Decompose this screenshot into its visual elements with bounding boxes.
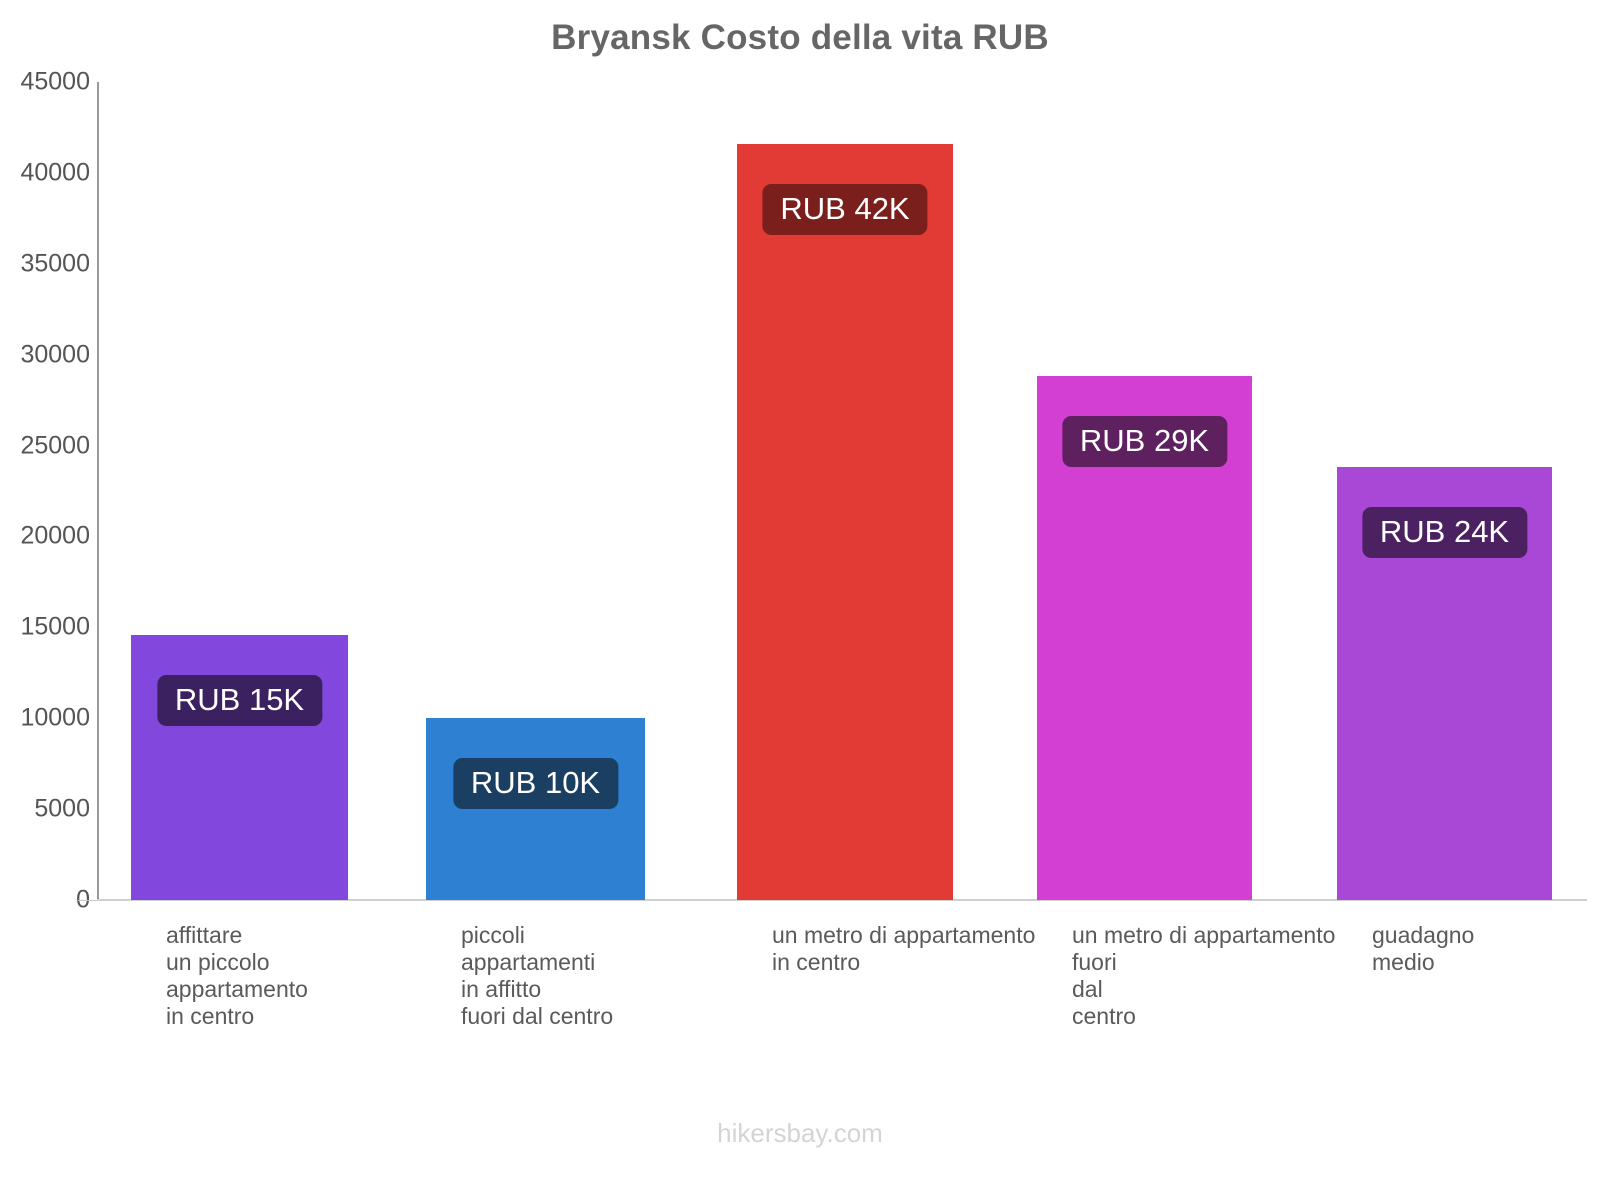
y-axis-tick-label: 35000 (20, 249, 90, 278)
x-axis-line (97, 899, 1587, 901)
bar[interactable]: RUB 24K (1337, 467, 1552, 900)
x-axis-category-label: un metro di appartamento fuori dal centr… (1072, 922, 1336, 1030)
y-axis-tick-label: 0 (76, 885, 90, 914)
y-axis-tick-label: 45000 (20, 67, 90, 96)
bar-value-label: RUB 29K (1061, 416, 1228, 468)
bar[interactable]: RUB 29K (1037, 376, 1252, 900)
x-axis-category-label: affittare un piccolo appartamento in cen… (166, 922, 308, 1030)
y-axis-tick-label: 15000 (20, 612, 90, 641)
y-axis-tick-label: 10000 (20, 703, 90, 732)
footer-watermark: hikersbay.com (717, 1118, 883, 1148)
y-axis-tick-mark (78, 900, 97, 901)
bar[interactable]: RUB 42K (737, 143, 953, 900)
bar-value-label: RUB 24K (1361, 507, 1528, 559)
y-axis-tick-label: 20000 (20, 521, 90, 550)
y-axis-tick-label: 25000 (20, 431, 90, 460)
bar[interactable]: RUB 15K (131, 634, 348, 900)
y-axis-tick-label: 5000 (34, 794, 90, 823)
bar-value-label: RUB 15K (156, 674, 323, 726)
chart-title: Bryansk Costo della vita RUB (551, 18, 1049, 57)
y-axis-tick-label: 30000 (20, 340, 90, 369)
x-axis-category-label: piccoli appartamenti in affitto fuori da… (461, 922, 614, 1030)
bar[interactable]: RUB 10K (426, 718, 645, 900)
bar-value-label: RUB 10K (452, 758, 619, 810)
plot-area: RUB 15K RUB 10K RUB 42K RUB 29K RUB 24K (97, 82, 1565, 900)
bar-value-label: RUB 42K (762, 183, 928, 235)
x-axis-category-label: un metro di appartamento in centro (772, 922, 1036, 976)
y-axis-line (97, 82, 99, 900)
y-axis-tick-label: 40000 (20, 158, 90, 187)
x-axis-category-label: guadagno medio (1372, 922, 1475, 976)
